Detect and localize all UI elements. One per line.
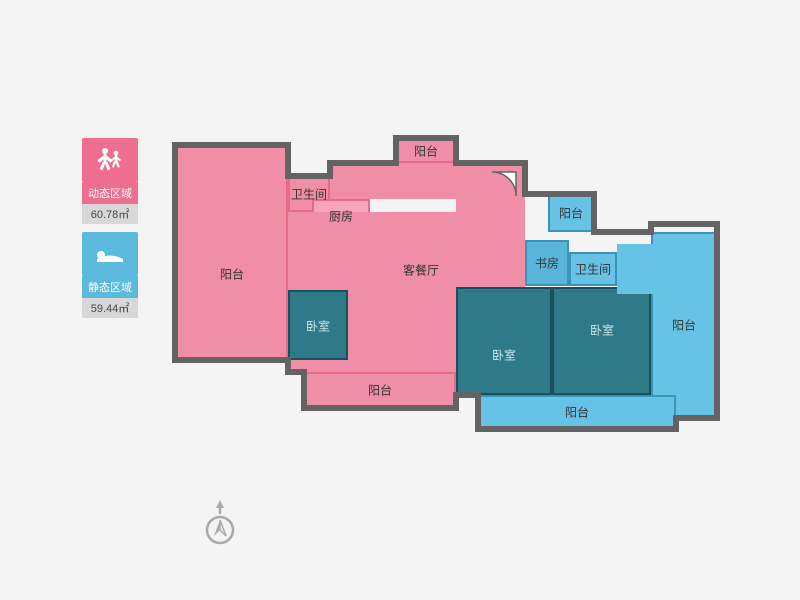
room-label-study: 书房 [535, 255, 559, 272]
static-icon-box [82, 232, 138, 276]
legend-static-title: 静态区域 [82, 276, 138, 298]
sleeping-icon [93, 242, 127, 266]
room-corridor-top [330, 163, 525, 199]
running-icon [95, 146, 125, 174]
dynamic-icon-box [82, 138, 138, 182]
room-bedroom-right [552, 287, 651, 395]
room-label-balcony-bottom-r: 阳台 [565, 404, 589, 421]
room-label-balcony-right: 阳台 [672, 317, 696, 334]
compass-icon [200, 500, 240, 550]
room-label-living: 客餐厅 [403, 262, 439, 279]
room-label-bedroom-right: 卧室 [590, 322, 614, 339]
room-bedroom-mid [456, 287, 552, 395]
room-label-balcony-top: 阳台 [414, 143, 438, 160]
room-living-extend [456, 199, 525, 287]
room-label-kitchen: 厨房 [329, 208, 353, 225]
legend-static: 静态区域 59.44㎡ [82, 232, 138, 318]
room-label-balcony-left: 阳台 [220, 266, 244, 283]
room-label-bathroom-r: 卫生间 [575, 261, 611, 278]
floorplan-stage: 动态区域 60.78㎡ 静态区域 59.44㎡ 阳台卫生间厨房阳台客餐厅阳台卧室… [0, 0, 800, 600]
room-label-bedroom-left: 卧室 [306, 318, 330, 335]
room-label-bedroom-mid: 卧室 [492, 347, 516, 364]
room-blue-joiner [617, 244, 657, 294]
legend-dynamic: 动态区域 60.78㎡ [82, 138, 138, 224]
legend-dynamic-value: 60.78㎡ [82, 204, 138, 224]
legend-static-value: 59.44㎡ [82, 298, 138, 318]
legend-dynamic-title: 动态区域 [82, 182, 138, 204]
room-label-balcony-top-r: 阳台 [559, 205, 583, 222]
room-label-bathroom-top: 卫生间 [291, 186, 327, 203]
room-label-balcony-bottom-l: 阳台 [368, 382, 392, 399]
room-balcony-left [175, 145, 288, 360]
